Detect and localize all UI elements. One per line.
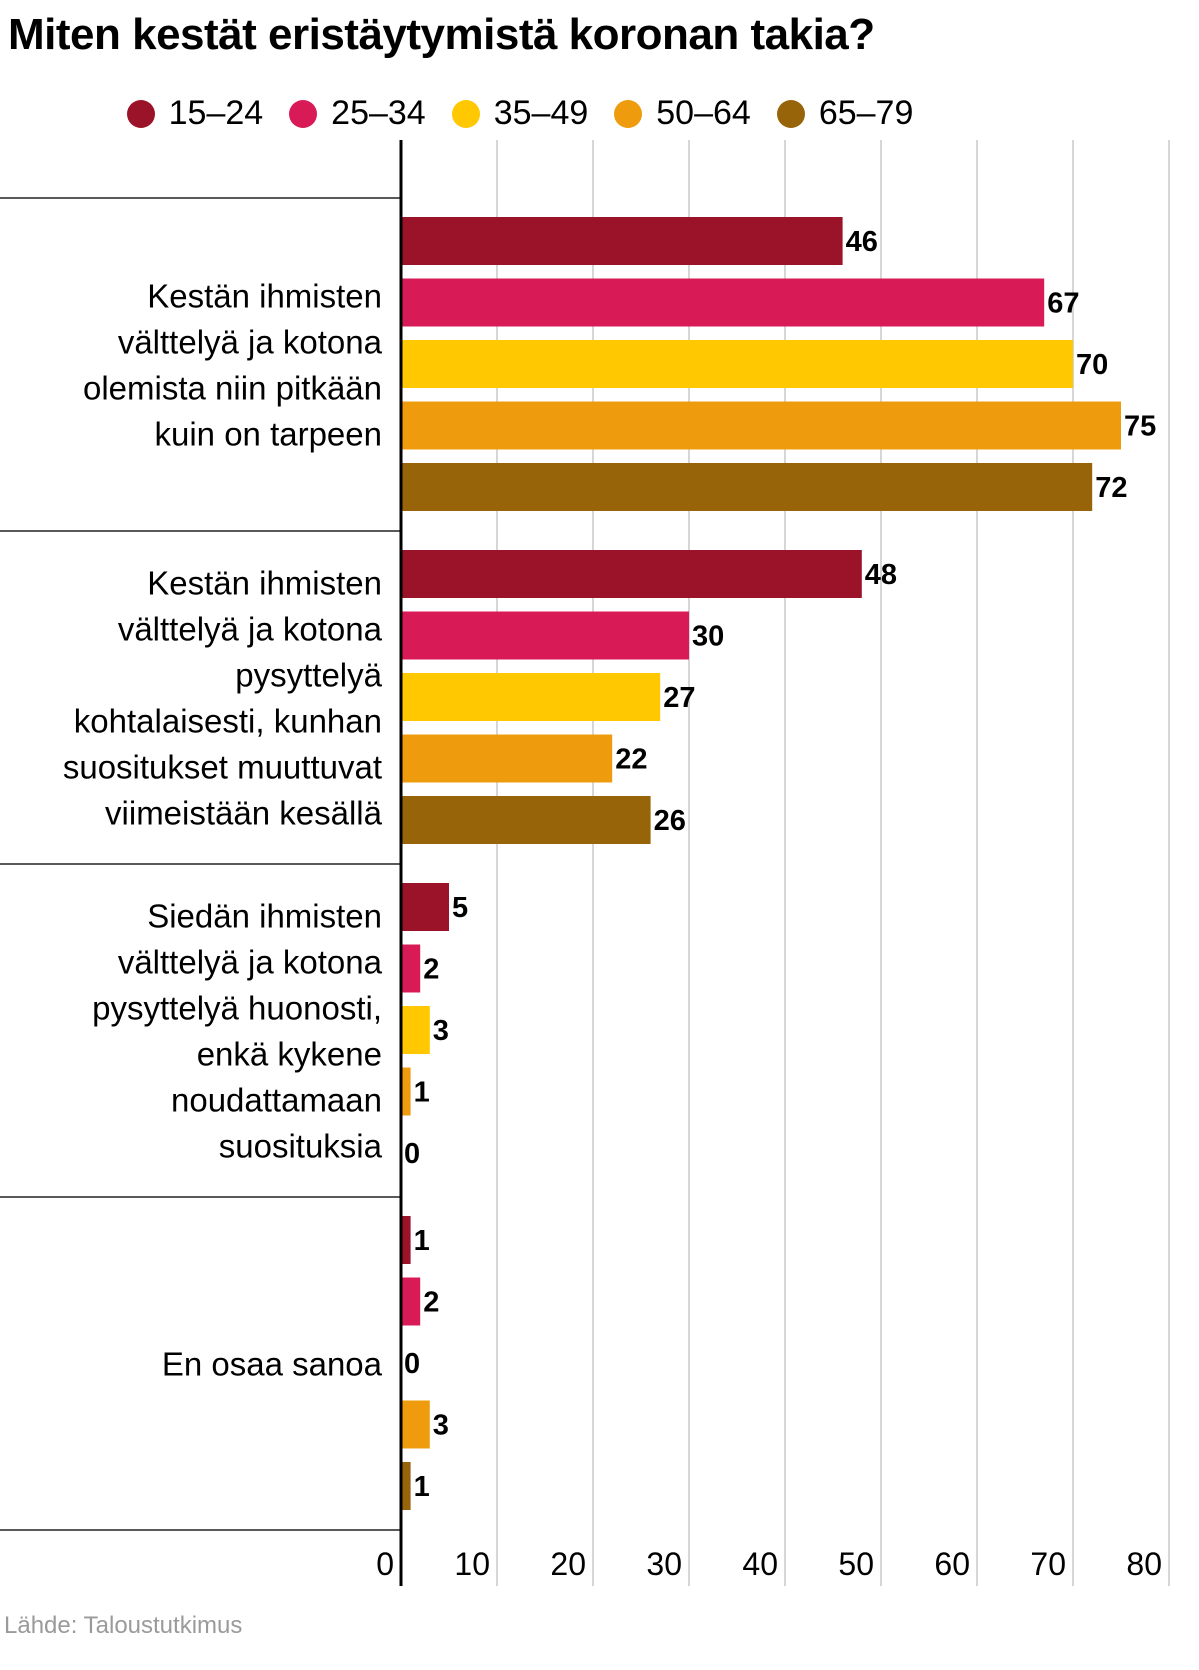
x-tick-label: 50 [838, 1546, 874, 1582]
legend-item: 35–49 [451, 94, 589, 133]
bar [401, 340, 1073, 388]
legend-item: 25–34 [289, 94, 426, 133]
category-label-line: olemista niin pitkään [83, 370, 382, 407]
legend-item: 50–64 [614, 94, 751, 133]
source-note: Lähde: Taloustutkimus [4, 1612, 243, 1639]
category-label-line: En osaa sanoa [162, 1346, 383, 1383]
legend-label: 25–34 [331, 94, 426, 132]
value-label: 0 [404, 1348, 420, 1380]
value-label: 2 [423, 1287, 439, 1319]
bar [401, 1462, 411, 1510]
bar [401, 1216, 411, 1264]
value-label: 48 [865, 559, 897, 591]
category-label-line: noudattamaan [171, 1082, 382, 1119]
category-label-line: välttelyä ja kotona [118, 944, 383, 981]
category-label-line: pysyttelyä huonosti, [92, 990, 382, 1027]
category-label-line: Kestän ihmisten [147, 565, 382, 602]
value-label: 0 [404, 1138, 420, 1170]
category-label-line: suosituksia [219, 1128, 383, 1165]
value-label: 46 [846, 226, 878, 258]
legend-swatch [126, 99, 155, 128]
bar [401, 550, 862, 598]
bar [401, 796, 651, 844]
value-label: 70 [1076, 349, 1108, 381]
value-label: 1 [414, 1077, 430, 1109]
category-label: Kestän ihmisten välttelyä ja kotona pysytt… [63, 565, 383, 832]
value-label: 1 [414, 1225, 430, 1257]
bar [401, 401, 1121, 450]
chart-title: Miten kestät eristäytymistä koronan taki… [8, 10, 875, 59]
category-label-line: viimeistään kesällä [105, 795, 383, 832]
category-label-line: enkä kykene [197, 1036, 382, 1073]
value-label: 3 [433, 1015, 449, 1047]
x-tick-label: 40 [742, 1546, 778, 1582]
category-label: En osaa sanoa [162, 1346, 383, 1383]
x-tick-label: 0 [376, 1546, 394, 1582]
value-label: 2 [423, 954, 439, 986]
value-label: 1 [414, 1471, 430, 1503]
category-label-line: välttelyä ja kotona [118, 611, 383, 648]
bar [401, 1006, 430, 1054]
x-tick-label: 10 [454, 1546, 490, 1582]
value-label: 67 [1047, 288, 1079, 320]
bar [401, 217, 843, 265]
value-label: 27 [663, 682, 695, 714]
bar [401, 944, 421, 993]
legend-item: 15–24 [126, 94, 264, 133]
x-tick-label: 30 [646, 1546, 682, 1582]
value-label: 72 [1095, 472, 1127, 504]
legend-swatch [614, 99, 643, 128]
value-label: 26 [654, 805, 686, 837]
category-label-line: Kestän ihmisten [147, 278, 382, 315]
x-tick-label: 60 [934, 1546, 970, 1582]
legend-swatch [289, 99, 318, 128]
legend: 15–24 25–34 35–49 50–64 65–79 [0, 94, 1040, 133]
bar [401, 278, 1045, 327]
bar [401, 734, 613, 783]
legend-label: 35–49 [493, 94, 589, 132]
legend-label: 50–64 [656, 94, 751, 132]
legend-item: 65–79 [776, 94, 914, 133]
x-tick-label: 80 [1126, 1546, 1162, 1582]
legend-label: 15–24 [168, 94, 264, 132]
x-tick-label: 70 [1030, 1546, 1066, 1582]
bar [401, 883, 449, 931]
category-label-line: pysyttelyä [235, 657, 382, 694]
category-label: Siedän ihmisten välttelyä ja kotona pysytt… [92, 898, 382, 1165]
bar [401, 1400, 430, 1449]
value-label: 22 [615, 744, 647, 776]
category-label-line: kohtalaisesti, kunhan [74, 703, 382, 740]
bar [401, 673, 661, 721]
legend-label: 65–79 [818, 94, 914, 132]
x-tick-label: 20 [550, 1546, 586, 1582]
bar [401, 611, 689, 660]
category-label-line: suositukset muuttuvat [63, 749, 382, 786]
value-label: 5 [452, 892, 468, 924]
legend-swatch [776, 99, 805, 128]
category-label: Kestän ihmisten välttelyä ja kotona olemis… [83, 278, 383, 453]
legend-swatch [451, 99, 480, 128]
category-label-line: välttelyä ja kotona [118, 324, 383, 361]
bar [401, 1067, 411, 1116]
category-label-line: Siedän ihmisten [147, 898, 382, 935]
value-label: 3 [433, 1410, 449, 1442]
category-label-line: kuin on tarpeen [154, 416, 382, 453]
value-label: 75 [1124, 411, 1156, 443]
value-label: 30 [692, 621, 724, 653]
bar [401, 463, 1093, 511]
bar [401, 1277, 421, 1326]
